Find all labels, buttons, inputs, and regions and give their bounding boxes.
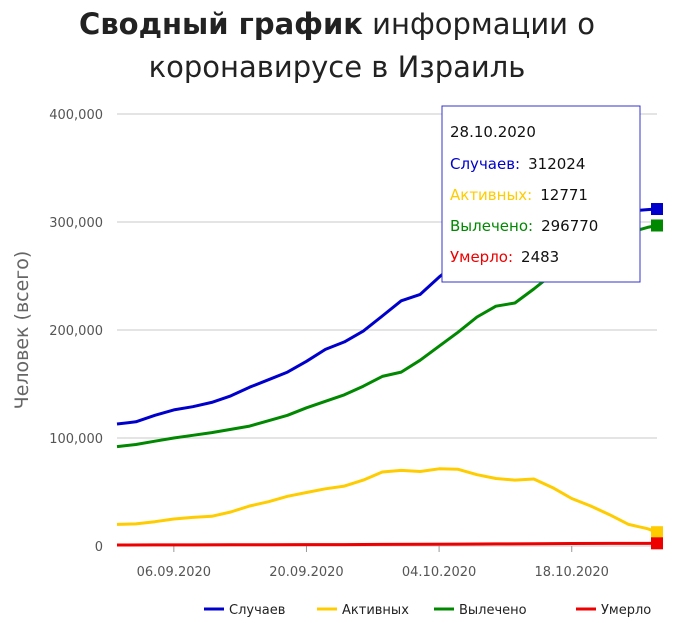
legend-label: Умерло bbox=[601, 603, 651, 618]
x-tick-label: 18.10.2020 bbox=[535, 565, 609, 580]
series-end-marker bbox=[651, 203, 663, 216]
tooltip-row: Вылечено: 296770 bbox=[450, 217, 598, 235]
series-end-marker bbox=[651, 537, 663, 550]
tooltip-date: 28.10.2020 bbox=[450, 123, 536, 141]
x-tick-label: 04.10.2020 bbox=[402, 565, 476, 580]
series-line bbox=[116, 541, 658, 547]
series-end-marker bbox=[651, 219, 663, 232]
y-tick-label: 300,000 bbox=[49, 216, 103, 231]
x-axis-ticks: 06.09.2020 20.09.2020 04.10.2020 18.10.2020 bbox=[137, 546, 609, 580]
y-tick-label: 100,000 bbox=[49, 432, 103, 447]
x-tick-label: 20.09.2020 bbox=[269, 565, 343, 580]
tooltip-box bbox=[441, 105, 641, 283]
series-end-markers bbox=[651, 203, 663, 550]
tooltip-row: Случаев: 312024 bbox=[450, 155, 585, 173]
tooltip-row: Активных: 12771 bbox=[450, 186, 588, 204]
x-tick-label: 06.09.2020 bbox=[137, 565, 211, 580]
y-tick-label: 400,000 bbox=[49, 108, 103, 123]
tooltip-row: Умерло: 2483 bbox=[450, 248, 559, 266]
y-tick-label: 0 bbox=[95, 540, 103, 555]
series-line bbox=[116, 467, 658, 534]
legend-label: Активных bbox=[342, 603, 409, 618]
chart-title-line-2: коронавирусе в Израиль bbox=[149, 50, 526, 84]
y-tick-label: 200,000 bbox=[49, 324, 103, 339]
y-axis-ticks: 0 100,000 200,000 300,000 400,000 bbox=[49, 108, 103, 555]
tooltip: 28.10.2020 Случаев: 312024 Активных: 12771 Вы… bbox=[441, 105, 641, 283]
legend-label: Вылечено bbox=[459, 603, 527, 618]
legend: Случаев Активных Вылечено Умерло bbox=[204, 603, 651, 618]
chart-title-line-1: Сводный график информации о bbox=[79, 7, 595, 41]
legend-label: Случаев bbox=[229, 603, 285, 618]
y-axis-label: Человек (всего) bbox=[11, 251, 33, 410]
series-end-marker bbox=[651, 526, 663, 539]
